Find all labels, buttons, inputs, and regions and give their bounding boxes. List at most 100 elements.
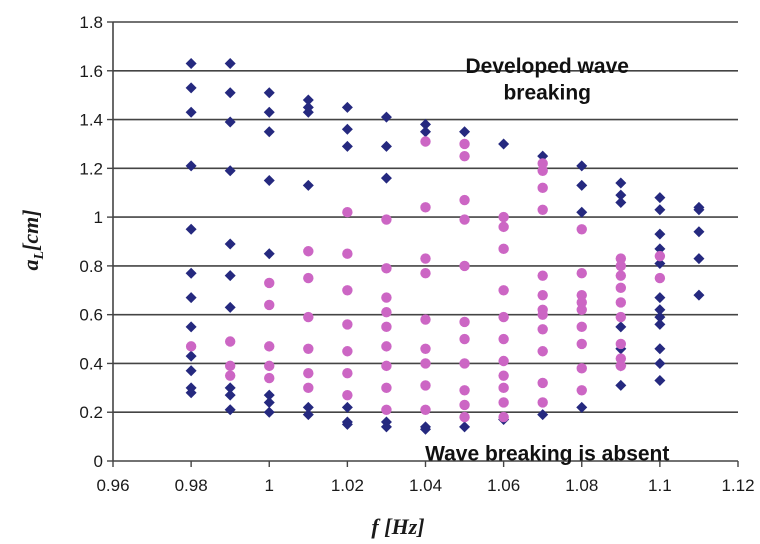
data-points	[185, 57, 705, 435]
data-point-circle	[498, 221, 509, 233]
data-point-circle	[342, 389, 353, 401]
data-point-circle	[342, 285, 353, 296]
data-point-circle	[420, 253, 431, 264]
data-point-circle	[303, 343, 314, 355]
annotation-text: Developed wave	[466, 55, 629, 78]
grid-lines	[113, 21, 738, 414]
data-point-circle	[537, 158, 548, 169]
data-point-circle	[576, 363, 587, 374]
data-point-diamond	[459, 421, 471, 433]
annotations: Developed wave breaking Wave breaking is a…	[425, 55, 669, 466]
data-point-diamond	[654, 375, 666, 387]
data-point-circle	[615, 253, 627, 264]
data-point-diamond	[615, 196, 627, 208]
data-point-diamond	[263, 87, 275, 99]
axes	[107, 21, 739, 467]
data-point-diamond	[654, 228, 666, 240]
data-point-diamond	[185, 267, 197, 279]
data-point-diamond	[654, 257, 666, 269]
data-point-diamond	[576, 179, 588, 191]
data-point-circle	[224, 360, 236, 372]
data-point-diamond	[615, 379, 627, 391]
data-point-diamond	[263, 175, 275, 187]
y-tick-label: 1.8	[79, 13, 103, 32]
data-point-circle	[615, 353, 627, 364]
data-point-circle	[420, 268, 431, 279]
data-point-diamond	[224, 389, 236, 401]
data-point-circle	[498, 370, 509, 381]
data-point-circle	[537, 309, 548, 320]
data-point-circle	[615, 311, 627, 323]
y-axis-label-unit: [cm]	[18, 209, 43, 251]
data-point-diamond	[302, 409, 314, 421]
data-point-circle	[303, 272, 314, 284]
data-point-diamond	[654, 304, 666, 316]
data-point-diamond	[185, 57, 197, 69]
data-point-diamond	[263, 106, 275, 118]
data-point-diamond	[224, 301, 236, 313]
data-point-circle	[537, 165, 548, 176]
data-point-diamond	[380, 172, 392, 184]
data-point-diamond	[224, 404, 236, 416]
data-point-circle	[420, 404, 431, 415]
data-point-diamond	[185, 82, 197, 94]
data-point-diamond	[420, 423, 431, 435]
x-tick-label: 0.98	[175, 476, 208, 495]
data-point-diamond	[263, 396, 275, 408]
data-point-circle	[615, 270, 627, 281]
y-tick-label: 0	[94, 452, 103, 471]
data-point-circle	[537, 346, 548, 357]
data-point-diamond	[263, 406, 275, 418]
data-point-diamond	[185, 321, 197, 333]
data-point-diamond	[654, 357, 666, 369]
data-point-circle	[576, 297, 587, 308]
data-point-circle	[342, 368, 353, 379]
data-point-circle	[381, 382, 392, 394]
data-point-diamond	[224, 165, 236, 177]
data-point-circle	[576, 289, 587, 301]
data-point-diamond	[693, 289, 705, 301]
data-point-circle	[615, 260, 627, 272]
data-point-circle	[381, 360, 392, 372]
data-point-circle	[537, 377, 548, 389]
data-point-diamond	[537, 150, 549, 162]
data-point-diamond	[185, 365, 197, 377]
x-tick-label: 0.96	[96, 476, 129, 495]
x-tick-label: 1.02	[331, 476, 364, 495]
data-point-diamond	[341, 401, 353, 413]
data-point-circle	[264, 341, 275, 352]
y-axis-label-main: a	[18, 260, 43, 271]
data-point-diamond	[654, 311, 666, 323]
data-point-diamond	[263, 126, 275, 138]
data-point-diamond	[693, 253, 705, 265]
data-point-circle	[381, 292, 392, 303]
data-point-circle	[381, 321, 392, 333]
data-point-circle	[381, 404, 392, 415]
data-point-circle	[654, 250, 666, 262]
data-point-circle	[576, 224, 587, 235]
data-point-circle	[459, 214, 470, 225]
data-point-diamond	[263, 389, 275, 401]
data-point-circle	[498, 311, 509, 323]
data-point-diamond	[693, 226, 705, 238]
data-point-circle	[342, 346, 353, 357]
data-point-circle	[615, 360, 627, 372]
data-point-diamond	[185, 292, 197, 304]
data-point-diamond	[185, 387, 197, 399]
data-point-diamond	[459, 126, 471, 138]
y-tick-label: 1	[94, 208, 103, 227]
data-point-diamond	[576, 401, 588, 413]
data-point-diamond	[185, 350, 197, 362]
data-point-diamond	[615, 189, 627, 201]
data-point-circle	[615, 338, 627, 350]
data-point-circle	[537, 182, 548, 194]
data-point-circle	[537, 324, 548, 335]
y-tick-label: 1.6	[79, 62, 103, 81]
data-point-circle	[576, 304, 587, 315]
data-point-diamond	[654, 292, 666, 304]
data-point-circle	[420, 136, 431, 147]
data-point-diamond	[380, 421, 392, 433]
data-point-circle	[342, 207, 353, 218]
data-point-circle	[576, 338, 587, 350]
